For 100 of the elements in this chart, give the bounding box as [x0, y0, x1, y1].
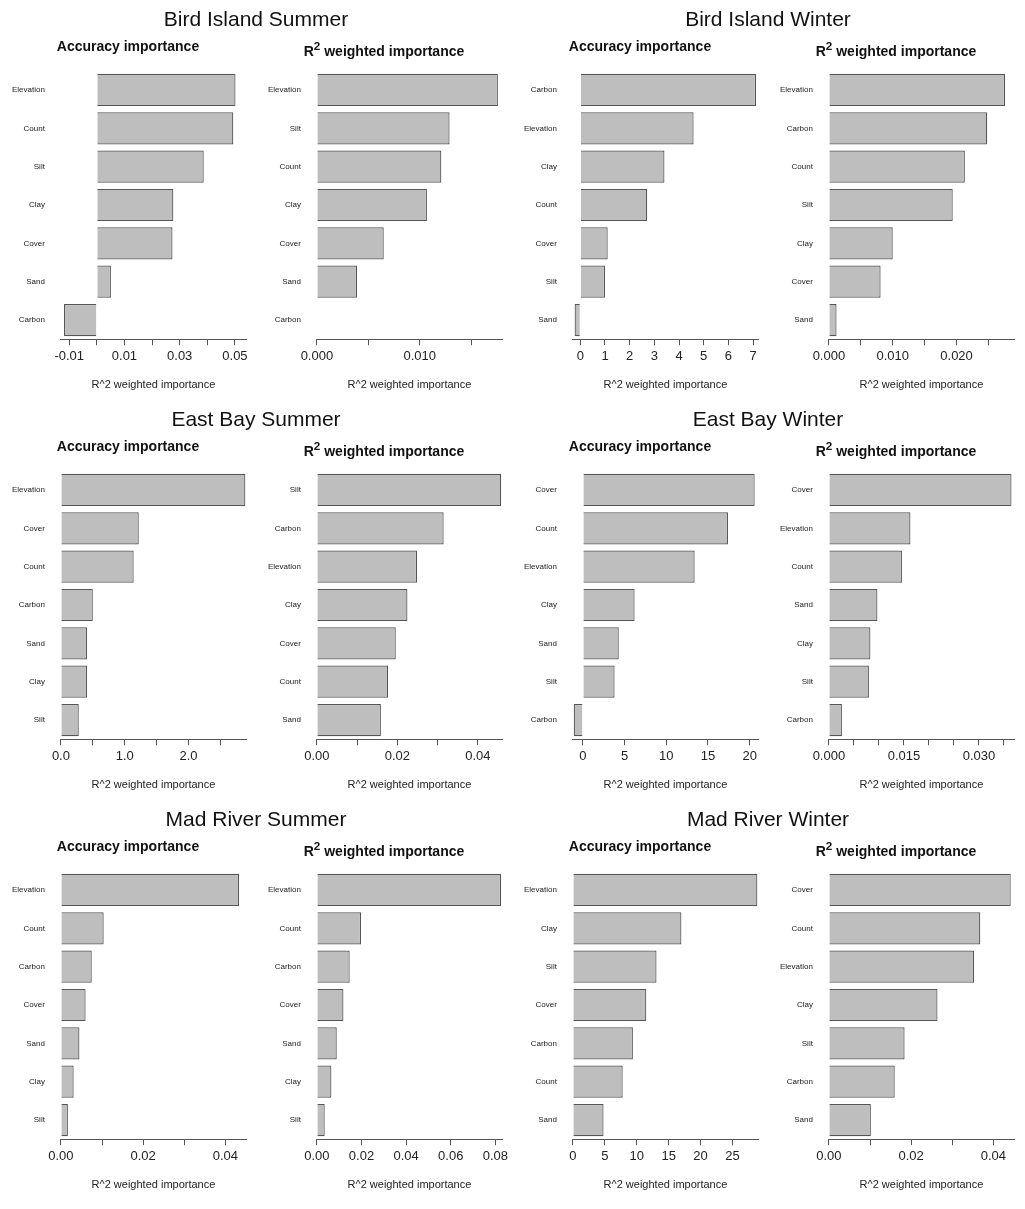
y-tick-label: Sand: [26, 276, 45, 286]
y-tick-label: Sand: [538, 315, 557, 325]
x-tick-label: 1.0: [115, 747, 134, 763]
y-tick-label: Elevation: [11, 885, 45, 895]
x-tick-label: 0.010: [403, 347, 437, 363]
x-tick-label: 0.05: [222, 347, 248, 363]
x-tick-label: 0.04: [212, 1147, 239, 1163]
x-tick-label: 0.08: [482, 1147, 508, 1163]
x-axis-title: R^2 weighted importance: [603, 778, 728, 791]
y-tick-label: Carbon: [274, 961, 301, 971]
y-tick-label: Sand: [794, 315, 813, 325]
y-tick-label: Carbon: [18, 600, 45, 610]
y-tick-label: Elevation: [523, 885, 557, 895]
x-tick-label: 2.0: [179, 747, 198, 763]
y-tick-label: Carbon: [530, 85, 557, 95]
y-tick-label: Count: [279, 161, 302, 171]
x-tick-label: 0.04: [465, 747, 491, 763]
x-axis-title: R^2 weighted importance: [859, 778, 984, 791]
y-tick-label: Elevation: [523, 123, 557, 133]
y-tick-label: Elevation: [267, 561, 301, 571]
y-tick-label: Count: [535, 523, 558, 533]
x-tick-label: 0.000: [812, 747, 846, 763]
x-tick-label: 0.02: [348, 1147, 375, 1163]
y-tick-label: Elevation: [523, 561, 557, 571]
x-tick-label: 7: [749, 347, 757, 363]
text: East Bay Winter: [691, 406, 845, 432]
y-tick-label: Carbon: [274, 315, 301, 325]
y-tick-label: Count: [23, 923, 46, 933]
y-tick-label: Sand: [538, 638, 557, 648]
y-tick-label: Count: [279, 676, 302, 686]
y-tick-label: Clay: [28, 1076, 45, 1086]
y-tick-label: Cover: [279, 638, 302, 648]
x-tick-label: 6: [724, 347, 732, 363]
x-tick-label: 2: [626, 347, 634, 363]
y-tick-label: Clay: [796, 638, 813, 648]
y-tick-label: Cover: [535, 485, 558, 495]
text: Bird Island Summer: [162, 6, 350, 32]
x-axis-title: R^2 weighted importance: [91, 778, 216, 791]
y-tick-label: Carbon: [786, 123, 813, 133]
x-tick-label: 0.02: [384, 747, 411, 763]
y-tick-label: Carbon: [786, 715, 813, 725]
chart-title: R$^{2}$ weighted importance: [814, 438, 978, 459]
y-tick-label: Sand: [282, 276, 301, 286]
y-tick-label: Silt: [33, 715, 46, 725]
x-tick-label: 0.02: [130, 1147, 156, 1163]
y-tick-label: Count: [791, 923, 814, 933]
y-tick-label: Silt: [801, 200, 814, 210]
chart-title: Accuracy importance: [55, 437, 201, 456]
chart-title: R$^{2}$ weighted importance: [302, 838, 466, 859]
x-tick-label: 0.02: [898, 1147, 924, 1163]
x-tick-label: -0.01: [54, 347, 85, 363]
y-tick-label: Cover: [791, 276, 814, 286]
x-tick-label: 0.01: [111, 347, 138, 363]
y-tick-label: Elevation: [779, 961, 813, 971]
y-tick-label: Cover: [791, 485, 814, 495]
x-tick-label: 0.00: [48, 1147, 74, 1163]
x-tick-label: 0.015: [887, 747, 921, 763]
y-tick-label: Clay: [796, 1000, 813, 1010]
y-tick-label: Cover: [23, 1000, 46, 1010]
y-tick-label: Count: [791, 161, 814, 171]
y-tick-label: Elevation: [779, 523, 813, 533]
y-tick-label: Silt: [545, 961, 558, 971]
x-tick-label: 0.000: [812, 347, 846, 363]
text: Mad River Summer: [164, 806, 348, 832]
y-tick-label: Sand: [26, 1038, 45, 1048]
chart-title: R$^{2}$ weighted importance: [302, 438, 466, 459]
y-tick-label: Carbon: [18, 961, 45, 971]
chart-title: Accuracy importance: [55, 37, 201, 56]
x-tick-label: 0.030: [962, 747, 996, 763]
x-axis-title: R^2 weighted importance: [347, 378, 472, 391]
y-tick-label: Silt: [545, 276, 558, 286]
y-tick-label: Clay: [284, 1076, 301, 1086]
x-axis-title: R^2 weighted importance: [91, 378, 216, 391]
x-axis-title: R^2 weighted importance: [859, 1178, 984, 1191]
x-tick-label: 0.00: [304, 747, 330, 763]
y-tick-label: Count: [23, 123, 46, 133]
x-tick-label: 0.00: [816, 1147, 842, 1163]
y-tick-label: Silt: [801, 1038, 814, 1048]
x-axis-title: R^2 weighted importance: [603, 1178, 728, 1191]
y-tick-label: Count: [535, 1076, 558, 1086]
x-tick-label: 0: [576, 347, 584, 363]
y-tick-label: Silt: [33, 1115, 46, 1125]
chart-title: R$^{2}$ weighted importance: [814, 838, 978, 859]
y-tick-label: Elevation: [11, 85, 45, 95]
text: East Bay Summer: [170, 406, 342, 432]
text: Bird Island Winter: [684, 6, 852, 32]
y-tick-label: Carbon: [18, 315, 45, 325]
y-tick-label: Silt: [289, 123, 302, 133]
y-tick-label: Count: [279, 923, 302, 933]
x-tick-label: 0: [579, 747, 587, 763]
y-tick-label: Silt: [545, 676, 558, 686]
y-tick-label: Count: [535, 200, 558, 210]
y-tick-label: Sand: [794, 600, 813, 610]
y-tick-label: Elevation: [11, 485, 45, 495]
y-tick-label: Cover: [535, 1000, 558, 1010]
x-tick-label: 25: [725, 1147, 740, 1163]
x-tick-label: 1: [601, 347, 609, 363]
chart-title: Accuracy importance: [55, 837, 201, 856]
y-tick-label: Count: [791, 561, 814, 571]
y-tick-label: Clay: [796, 238, 813, 248]
